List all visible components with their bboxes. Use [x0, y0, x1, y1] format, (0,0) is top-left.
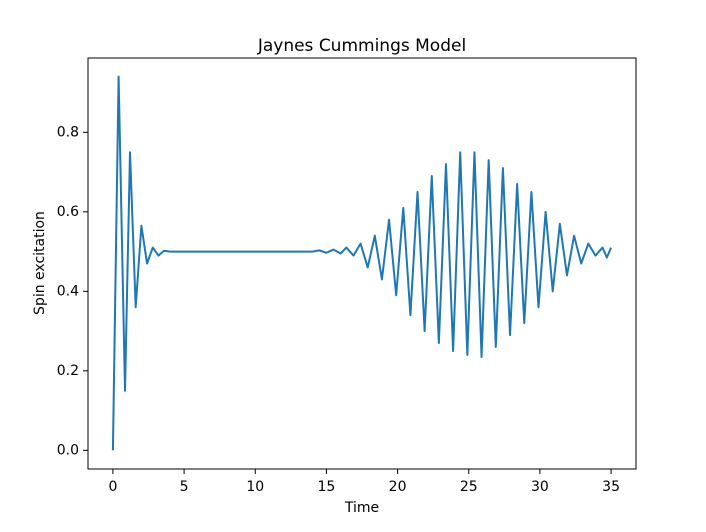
x-tick-label: 0 [108, 479, 117, 495]
y-tick-label: 0.8 [57, 124, 79, 140]
x-tick-label: 20 [389, 479, 407, 495]
x-tick-label: 35 [602, 479, 620, 495]
y-tick-label: 0.0 [57, 442, 79, 458]
y-tick-label: 0.2 [57, 363, 79, 379]
plot-frame [87, 57, 637, 470]
data-line [111, 75, 613, 451]
x-axis-label: Time [344, 500, 379, 516]
chart-title: Jaynes Cummings Model [257, 36, 466, 56]
y-tick-label: 0.6 [57, 204, 79, 220]
x-tick-label: 15 [318, 479, 336, 495]
x-tick-label: 25 [460, 479, 478, 495]
y-axis-label: Spin excitation [32, 211, 48, 315]
x-tick-label: 30 [531, 479, 549, 495]
x-tick-label: 10 [246, 479, 264, 495]
x-tick-label: 5 [180, 479, 189, 495]
y-tick-label: 0.4 [57, 283, 79, 299]
